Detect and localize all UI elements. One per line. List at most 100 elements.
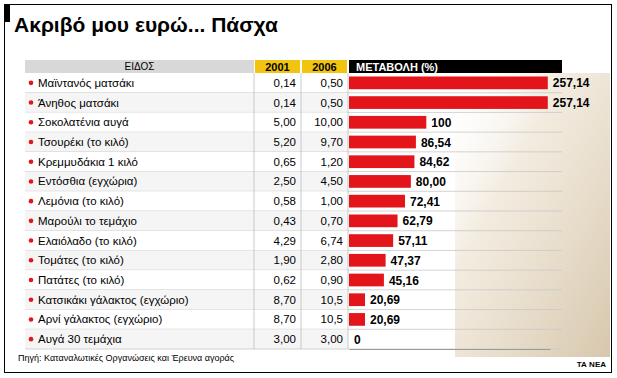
table-value: 6,74: [321, 235, 344, 247]
data-label: 20,69: [370, 293, 400, 307]
bullet: [29, 219, 34, 224]
bullet: [29, 100, 34, 105]
bullet: [29, 140, 34, 145]
row-background: [25, 191, 348, 211]
frame: [5, 5, 612, 373]
category-label: Μαρούλι το τεμάχιο: [38, 215, 137, 227]
table-value: 0,14: [274, 77, 297, 89]
bullet: [29, 159, 34, 164]
table-value: 10,5: [321, 313, 343, 325]
row-background: [25, 270, 348, 290]
header-cell: [25, 60, 254, 73]
bar: [349, 254, 386, 267]
row-background: [25, 250, 348, 270]
table-column: 0,500,5010,009,701,204,501,000,706,742,8…: [314, 77, 343, 345]
bar: [349, 215, 398, 228]
category-label: Μαϊντανός ματσάκι: [38, 77, 135, 89]
category-label: Αυγά 30 τεμάχια: [38, 333, 122, 345]
rows: [25, 73, 562, 349]
bullet: [29, 317, 34, 322]
table-column: 0,140,145,005,200,652,500,580,434,291,90…: [274, 77, 297, 345]
table-value: 1,20: [321, 156, 343, 168]
data-label: 257,14: [553, 76, 590, 90]
category-label: Εντόσθια (εγχώρια): [38, 175, 137, 187]
bullet: [29, 199, 34, 204]
bar: [349, 136, 416, 149]
header-label: ΜΕΤΑΒΟΛΗ (%): [356, 61, 438, 73]
table-value: 0,65: [274, 156, 296, 168]
bullet: [29, 179, 34, 184]
column-separator: [301, 73, 302, 349]
row-background: [25, 152, 348, 172]
header-label: ΕΙΔΟΣ: [125, 61, 155, 72]
data-label: 80,00: [416, 175, 446, 189]
category-label: Κατσικάκι γάλακτος (εγχώριο): [38, 294, 189, 306]
bars: [349, 77, 548, 326]
bar: [349, 175, 411, 188]
data-label: 0: [354, 333, 361, 347]
bullet: [29, 120, 34, 125]
table-value: 2,50: [274, 175, 296, 187]
title: Ακριβό μου ευρώ... Πάσχα: [14, 13, 278, 36]
bar: [349, 155, 414, 168]
data-label: 57,11: [398, 234, 428, 248]
data-label: 72,41: [410, 195, 440, 209]
row-background: [25, 132, 348, 152]
data-label: 257,14: [553, 96, 590, 110]
category-label: Τομάτες (το κιλό): [38, 254, 124, 266]
bullet: [29, 258, 34, 263]
axis-line: [350, 349, 551, 350]
data-label: 62,79: [403, 214, 433, 228]
x-axis: [350, 349, 551, 350]
table-value: 4,50: [321, 175, 343, 187]
category-label: Πατάτες (το κιλό): [38, 274, 124, 286]
data-label: 20,69: [370, 313, 400, 327]
bullet: [29, 337, 34, 342]
table-value: 0,58: [274, 195, 296, 207]
bar: [349, 293, 365, 306]
table-value: 8,70: [274, 313, 296, 325]
bar: [349, 313, 365, 326]
logo: ΤΑ ΝΕΑ: [577, 360, 606, 369]
table-value: 3,00: [321, 333, 343, 345]
row-background: [25, 310, 348, 330]
row-background: [25, 290, 348, 310]
row-background: [25, 172, 348, 192]
table-value: 10,5: [321, 294, 343, 306]
row-background: [25, 211, 348, 231]
table-value: 0,62: [274, 274, 296, 286]
bar: [349, 116, 426, 129]
bullet: [29, 238, 34, 243]
row-separator: [25, 349, 562, 350]
header-cell: [255, 60, 300, 73]
category-label: Κρεμμυδάκια 1 κιλό: [38, 156, 138, 168]
table-value: 10,00: [314, 116, 343, 128]
bullet: [29, 278, 34, 283]
bullet: [29, 81, 34, 86]
header-label: 2001: [265, 61, 289, 73]
header-label: 2006: [312, 61, 336, 73]
row-background: [25, 93, 348, 113]
corner-mark: [4, 4, 10, 22]
category-label: Τσουρέκι (το κιλό): [38, 136, 129, 148]
photo-background: [455, 73, 610, 357]
table-value: 8,70: [274, 294, 296, 306]
data-label: 84,62: [419, 155, 449, 169]
data-label: 86,54: [421, 136, 451, 150]
table-value: 0,14: [274, 97, 297, 109]
data-label: 100: [431, 116, 451, 130]
header-cell: [302, 60, 347, 73]
data-label: 47,37: [391, 254, 421, 268]
bar: [349, 234, 393, 247]
bar: [349, 274, 384, 287]
table-value: 9,70: [321, 136, 343, 148]
category-label: Άνηθος ματσάκι: [38, 97, 119, 109]
bar: [349, 195, 405, 208]
bar: [349, 77, 548, 90]
source: Πηγή: Καταναλωτικές Οργανώσεις και Έρευν…: [18, 353, 235, 363]
row-background: [25, 73, 348, 93]
table-value: 2,80: [321, 254, 343, 266]
table-value: 0,43: [274, 215, 296, 227]
bar: [349, 96, 548, 109]
table-value: 0,70: [321, 215, 343, 227]
